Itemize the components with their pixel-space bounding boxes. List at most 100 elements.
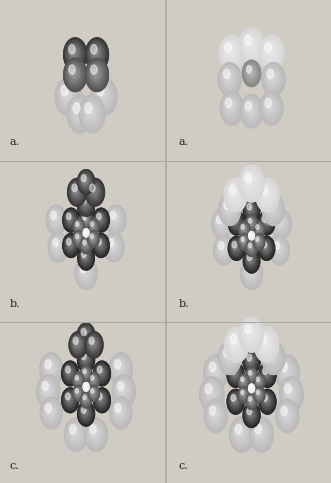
Circle shape bbox=[228, 364, 242, 385]
Circle shape bbox=[84, 384, 86, 387]
Circle shape bbox=[90, 425, 96, 434]
Circle shape bbox=[84, 229, 88, 236]
Circle shape bbox=[263, 96, 278, 118]
Circle shape bbox=[262, 368, 271, 380]
Circle shape bbox=[211, 408, 218, 419]
Circle shape bbox=[250, 233, 253, 238]
Circle shape bbox=[89, 63, 104, 85]
Circle shape bbox=[79, 95, 105, 133]
Circle shape bbox=[97, 366, 106, 379]
Circle shape bbox=[98, 395, 104, 403]
Circle shape bbox=[88, 231, 99, 247]
Circle shape bbox=[97, 215, 103, 223]
Circle shape bbox=[78, 262, 93, 283]
Circle shape bbox=[247, 354, 255, 367]
Circle shape bbox=[238, 374, 249, 390]
Circle shape bbox=[241, 257, 262, 289]
Circle shape bbox=[249, 231, 255, 240]
Circle shape bbox=[264, 190, 268, 196]
Circle shape bbox=[84, 230, 87, 235]
Circle shape bbox=[120, 386, 124, 392]
Circle shape bbox=[200, 377, 224, 412]
Circle shape bbox=[91, 44, 97, 54]
Circle shape bbox=[81, 251, 86, 258]
Circle shape bbox=[256, 178, 279, 212]
Circle shape bbox=[88, 182, 101, 200]
Circle shape bbox=[256, 178, 279, 212]
Circle shape bbox=[83, 395, 86, 399]
Circle shape bbox=[250, 233, 252, 236]
Circle shape bbox=[251, 420, 271, 449]
Circle shape bbox=[247, 254, 252, 261]
Circle shape bbox=[88, 218, 99, 235]
Circle shape bbox=[223, 40, 239, 64]
Circle shape bbox=[268, 71, 276, 83]
Circle shape bbox=[73, 372, 84, 388]
Circle shape bbox=[269, 236, 289, 265]
Circle shape bbox=[238, 387, 249, 403]
Circle shape bbox=[70, 67, 77, 78]
Circle shape bbox=[246, 215, 257, 232]
Circle shape bbox=[91, 377, 95, 382]
Circle shape bbox=[116, 406, 123, 416]
Circle shape bbox=[245, 35, 252, 45]
Circle shape bbox=[74, 233, 82, 244]
Circle shape bbox=[105, 235, 122, 259]
Circle shape bbox=[83, 215, 86, 220]
Circle shape bbox=[77, 348, 95, 372]
Circle shape bbox=[267, 70, 278, 86]
Circle shape bbox=[226, 181, 245, 209]
Circle shape bbox=[241, 377, 246, 385]
Circle shape bbox=[244, 173, 257, 191]
Circle shape bbox=[243, 60, 260, 86]
Circle shape bbox=[264, 196, 282, 222]
Circle shape bbox=[37, 375, 60, 408]
Circle shape bbox=[259, 237, 275, 260]
Circle shape bbox=[227, 363, 244, 387]
Circle shape bbox=[248, 218, 252, 223]
Circle shape bbox=[73, 218, 84, 235]
Circle shape bbox=[265, 98, 271, 108]
Circle shape bbox=[83, 100, 100, 126]
Circle shape bbox=[45, 386, 49, 392]
Circle shape bbox=[65, 212, 76, 227]
Circle shape bbox=[80, 366, 92, 382]
Circle shape bbox=[249, 232, 254, 239]
Circle shape bbox=[278, 219, 281, 224]
Circle shape bbox=[84, 230, 88, 235]
Circle shape bbox=[92, 391, 94, 394]
Circle shape bbox=[53, 239, 58, 247]
Circle shape bbox=[218, 242, 224, 250]
Circle shape bbox=[116, 362, 123, 373]
Circle shape bbox=[91, 341, 94, 345]
Circle shape bbox=[241, 237, 247, 245]
Circle shape bbox=[271, 238, 287, 262]
Circle shape bbox=[246, 202, 257, 217]
Circle shape bbox=[81, 353, 86, 359]
Circle shape bbox=[85, 231, 87, 234]
Circle shape bbox=[89, 233, 97, 244]
Circle shape bbox=[112, 375, 135, 408]
Circle shape bbox=[260, 92, 283, 125]
Circle shape bbox=[73, 386, 83, 400]
Circle shape bbox=[69, 65, 80, 82]
Circle shape bbox=[230, 187, 238, 199]
Circle shape bbox=[68, 423, 83, 445]
Circle shape bbox=[225, 327, 249, 362]
Circle shape bbox=[262, 241, 266, 248]
Circle shape bbox=[75, 376, 78, 380]
Circle shape bbox=[246, 367, 257, 384]
Circle shape bbox=[246, 264, 252, 273]
Circle shape bbox=[83, 200, 86, 204]
Circle shape bbox=[259, 363, 276, 387]
Circle shape bbox=[95, 83, 112, 108]
Circle shape bbox=[242, 392, 244, 395]
Circle shape bbox=[226, 100, 234, 112]
Circle shape bbox=[245, 324, 252, 334]
Circle shape bbox=[248, 218, 254, 227]
Circle shape bbox=[250, 417, 273, 452]
Circle shape bbox=[248, 106, 252, 112]
Circle shape bbox=[233, 340, 237, 345]
Circle shape bbox=[206, 357, 225, 386]
Circle shape bbox=[83, 370, 87, 376]
